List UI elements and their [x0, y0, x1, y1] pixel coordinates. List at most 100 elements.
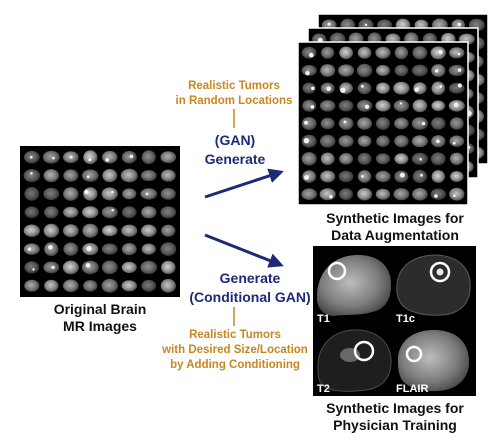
- stack-front-thumb: [301, 188, 318, 200]
- stack-front-thumb: [450, 171, 464, 182]
- original-grid-thumb: [160, 188, 176, 200]
- stack-front-thumb: [430, 188, 446, 200]
- stack-front-thumb: [448, 64, 465, 77]
- stack-front-tumor-spot: [439, 85, 443, 88]
- stack-back-tumor-spot: [457, 22, 461, 27]
- stack-front-thumb: [393, 99, 410, 112]
- original-grid-thumb: [141, 279, 157, 292]
- augmentation-caption-line2: Data Augmentation: [331, 227, 459, 243]
- augmentation-caption: Synthetic Images for Data Augmentation: [300, 210, 490, 244]
- stack-front-thumb: [320, 170, 336, 183]
- stack-front-tumor-spot: [340, 87, 346, 93]
- original-grid-thumb: [102, 169, 118, 183]
- stack-front-thumb: [302, 82, 316, 94]
- original-grid-thumb: [63, 206, 79, 218]
- sequence-label-t1: T1: [317, 313, 330, 325]
- original-grid-thumb: [43, 187, 60, 201]
- stack-front-tumor-spot: [311, 86, 315, 91]
- stack-front-thumb: [357, 117, 372, 130]
- stack-front-tumor-spot: [421, 121, 426, 126]
- original-grid-thumb: [101, 260, 118, 275]
- original-grid-tumor-spot: [85, 263, 91, 268]
- stack-front-thumb: [357, 188, 373, 201]
- original-grid-thumb: [102, 150, 118, 164]
- stack-front-thumb: [376, 117, 390, 130]
- original-grid-tumor-spot: [48, 245, 53, 250]
- stack-front-thumb: [412, 64, 428, 77]
- cgan-label-line1: Generate: [219, 270, 281, 286]
- stack-front-thumb: [321, 46, 335, 59]
- stack-front-tumor-spot: [326, 86, 332, 91]
- stack-front-thumb: [411, 117, 428, 130]
- original-grid-thumb: [121, 243, 137, 256]
- stack-front-thumb: [376, 82, 390, 94]
- stack-front-tumor-spot: [361, 175, 364, 178]
- original-grid-thumb: [63, 224, 79, 238]
- original-grid-thumb: [43, 223, 59, 238]
- original-grid-thumb: [101, 278, 119, 293]
- stack-front-thumb: [393, 188, 410, 201]
- stack-front-thumb: [430, 152, 446, 166]
- original-grid-thumb: [24, 206, 39, 219]
- original-grid-thumb: [161, 224, 176, 237]
- stack-front-tumor-spot: [452, 141, 456, 145]
- stack-front-thumb: [431, 64, 446, 77]
- cgan-generate-label: Generate (Conditional GAN): [180, 269, 320, 307]
- original-grid-thumb: [122, 188, 137, 200]
- stack-back-tumor-spot: [364, 23, 368, 27]
- brain-t2: [317, 329, 392, 392]
- original-grid-tumor-spot: [111, 190, 114, 194]
- original-grid-thumb: [160, 169, 176, 182]
- stack-front-thumb: [450, 152, 464, 165]
- stack-front-thumb: [301, 117, 317, 130]
- stack-front-tumor-spot: [436, 139, 440, 144]
- original-grid-thumb: [43, 169, 59, 183]
- cgan-note-line1: Realistic Tumors: [189, 329, 281, 341]
- stack-front-thumb: [357, 170, 372, 183]
- stack-front-thumb: [393, 81, 410, 95]
- stack-front-thumb: [449, 135, 465, 147]
- stack-front-thumb: [357, 46, 372, 59]
- stack-front-tumor-spot: [310, 105, 315, 109]
- original-grid-thumb: [141, 150, 156, 165]
- tumor-marker-t1: [327, 261, 347, 281]
- gan-label-line2: Generate: [204, 151, 266, 167]
- original-grid-thumb: [160, 206, 177, 219]
- original-grid-tumor-spot: [86, 246, 92, 252]
- stack-front-thumb: [320, 100, 336, 112]
- stack-front-thumb: [394, 46, 409, 60]
- stack-front-thumb: [411, 135, 428, 148]
- stack-front-thumb: [430, 46, 446, 60]
- stack-front-thumb: [357, 135, 372, 147]
- stack-front-tumor-spot: [457, 68, 462, 72]
- stack-front-thumb: [412, 46, 428, 60]
- tumor-core-t1c: [436, 268, 444, 276]
- original-grid-thumb: [42, 150, 60, 164]
- original-caption-line1: Original Brain: [53, 301, 147, 317]
- original-grid-thumb: [23, 169, 40, 183]
- original-grid-thumb: [121, 224, 138, 237]
- original-grid-thumb: [140, 188, 158, 200]
- stack-front-tumor-spot: [457, 83, 462, 88]
- stack-front-thumb: [375, 100, 391, 112]
- original-grid-tumor-spot: [51, 265, 55, 269]
- stack-front-tumor-spot: [304, 120, 308, 125]
- original-grid-thumb: [122, 206, 137, 219]
- original-grid-thumb: [23, 224, 40, 237]
- original-grid-thumb: [62, 260, 79, 275]
- stack-front-thumb: [431, 170, 445, 183]
- original-grid-thumb: [23, 243, 40, 255]
- stack-front-thumb: [320, 117, 335, 130]
- stack-front-tumor-spot: [343, 120, 347, 124]
- stack-front-tumor-spot: [434, 69, 439, 73]
- stack-front-tumor-spot: [419, 158, 423, 161]
- stack-front-tumor-spot: [399, 102, 403, 105]
- stack-front-tumor-spot: [329, 194, 333, 199]
- stack-front-thumb: [431, 117, 446, 130]
- stack-front-thumb: [356, 63, 373, 78]
- original-grid-thumb: [44, 279, 59, 292]
- tumor-marker-flair: [405, 345, 423, 363]
- original-caption-line2: MR Images: [63, 318, 137, 334]
- augmentation-caption-line1: Synthetic Images for: [326, 210, 464, 226]
